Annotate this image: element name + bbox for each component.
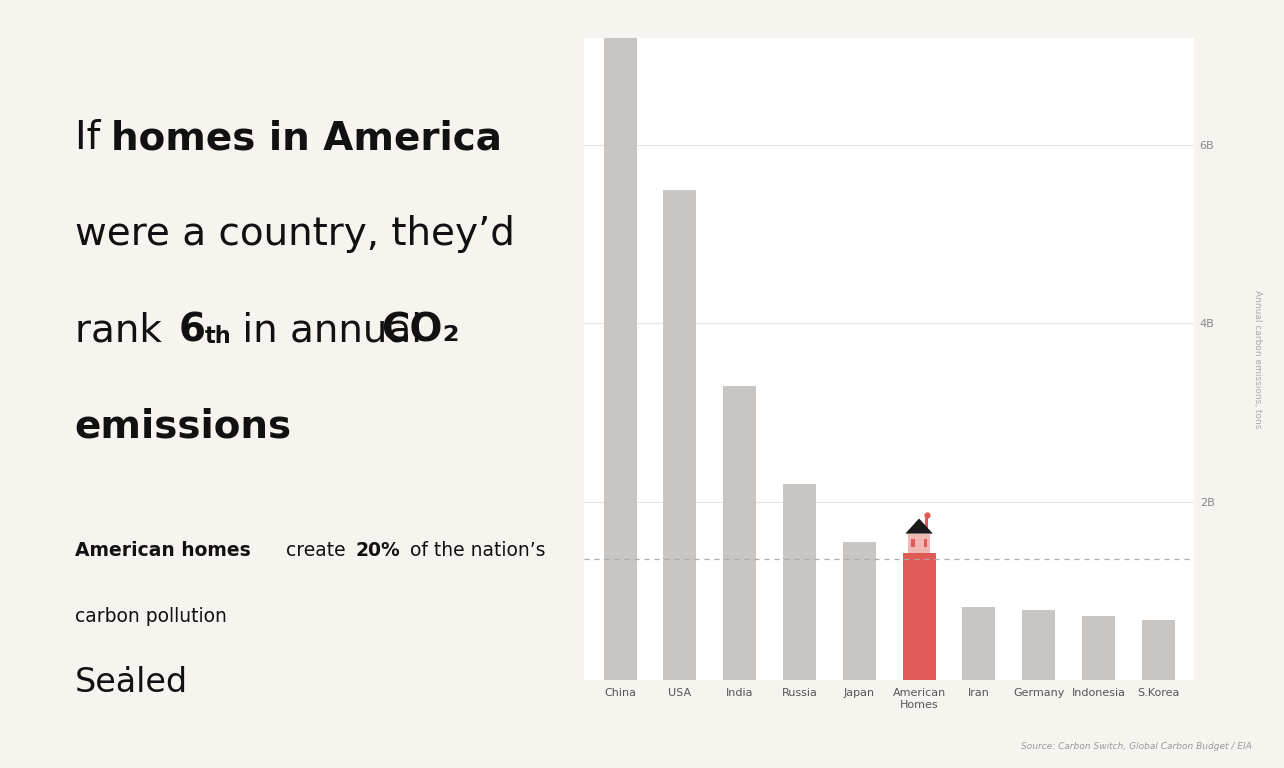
Bar (1082, 616, 1115, 680)
Text: were a country, they’d: were a country, they’d (74, 215, 515, 253)
Bar (963, 607, 995, 680)
Text: American homes: American homes (74, 541, 250, 561)
Text: carbon pollution: carbon pollution (74, 607, 226, 626)
Bar (908, 534, 930, 553)
Bar (924, 518, 928, 530)
Bar (603, 0, 637, 680)
Text: If: If (74, 119, 113, 157)
Text: th: th (204, 325, 231, 348)
Text: of the nation’s: of the nation’s (404, 541, 546, 561)
Bar (664, 190, 696, 680)
Bar (723, 386, 756, 680)
Text: CO₂: CO₂ (381, 311, 460, 349)
Bar (903, 553, 936, 680)
Polygon shape (905, 518, 932, 534)
Text: homes in America: homes in America (110, 119, 502, 157)
Bar (783, 484, 815, 680)
Text: in annual: in annual (230, 311, 434, 349)
Text: Seȧled: Seȧled (74, 666, 187, 699)
Text: 20%: 20% (356, 541, 401, 561)
Text: create: create (280, 541, 352, 561)
Text: rank: rank (74, 311, 173, 349)
Bar (842, 541, 876, 680)
Bar (1141, 620, 1175, 680)
Bar (923, 539, 927, 547)
Bar (910, 539, 914, 547)
Text: Source: Carbon Switch, Global Carbon Budget / EIA: Source: Carbon Switch, Global Carbon Bud… (1021, 742, 1252, 751)
Text: 6: 6 (178, 311, 205, 349)
Y-axis label: Annual carbon emissions, tons: Annual carbon emissions, tons (1253, 290, 1262, 429)
Bar (1022, 611, 1055, 680)
Text: emissions: emissions (74, 407, 291, 445)
